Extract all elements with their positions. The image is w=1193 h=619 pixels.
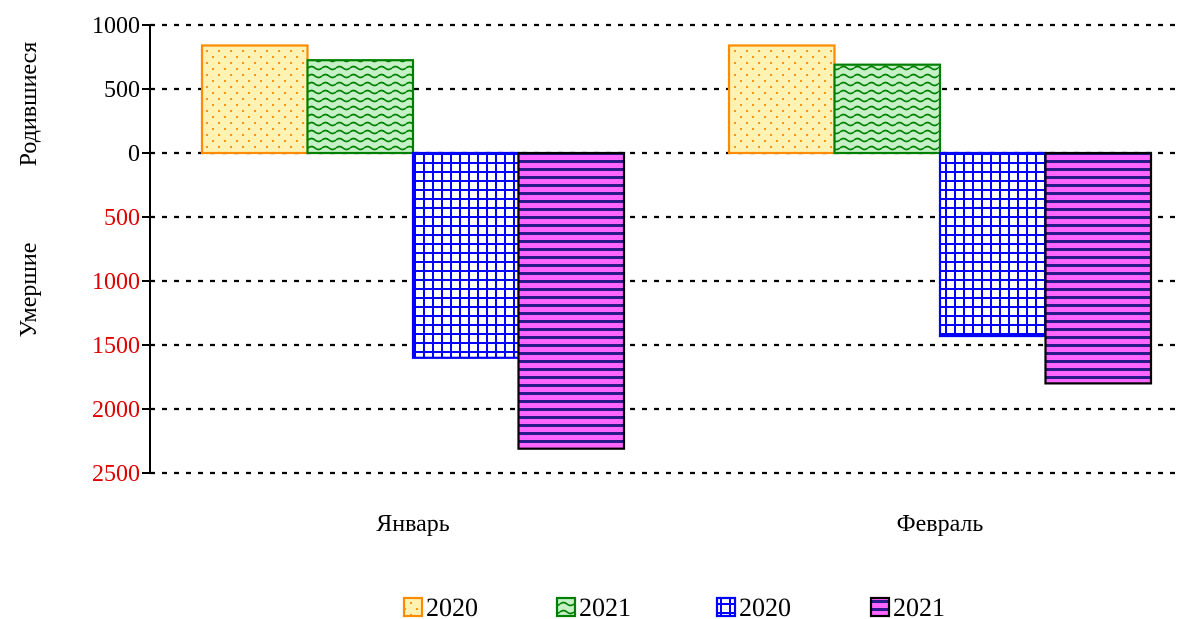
legend-label: 2020 bbox=[426, 593, 478, 619]
legend-label: 2021 bbox=[579, 593, 631, 619]
legend-swatch bbox=[869, 596, 891, 618]
legend-swatch bbox=[402, 596, 424, 618]
category-label: Февраль bbox=[897, 511, 984, 537]
bars bbox=[200, 44, 1153, 450]
legend-swatch bbox=[555, 596, 577, 618]
y-tick-label: 1500 bbox=[92, 333, 140, 359]
category-labels: Январь Февраль bbox=[376, 511, 983, 537]
y-tick-label: 2500 bbox=[92, 461, 140, 487]
y-axis-title-upper: Родившиеся bbox=[16, 42, 42, 167]
y-tick-label: 2000 bbox=[92, 397, 140, 423]
bar-deaths-2020-feb bbox=[938, 151, 1047, 338]
y-tick-label: 1000 bbox=[92, 13, 140, 39]
bar-deaths-2020-jan bbox=[411, 151, 520, 359]
y-tick-labels: 1000 500 0 500 1000 1500 2000 2500 bbox=[92, 13, 140, 487]
bar-births-2020-feb bbox=[727, 44, 836, 155]
legend-swatch bbox=[715, 596, 737, 618]
bar-births-2021-jan bbox=[306, 59, 415, 155]
y-tick-label: 500 bbox=[104, 205, 140, 231]
y-tick-label: 0 bbox=[128, 141, 140, 167]
bar-deaths-2021-jan bbox=[517, 151, 626, 450]
category-label: Январь bbox=[376, 511, 450, 537]
bar-births-2020-jan bbox=[200, 44, 309, 155]
y-tick-label: 1000 bbox=[92, 269, 140, 295]
legend-label: 2020 bbox=[739, 593, 791, 619]
y-tick-label: 500 bbox=[104, 77, 140, 103]
legend-label: 2021 bbox=[893, 593, 945, 619]
bar-deaths-2021-feb bbox=[1044, 151, 1153, 385]
legend: 2020 2021 2020 2021 bbox=[402, 593, 945, 619]
y-axis-title-lower: Умершие bbox=[16, 243, 42, 338]
bar-births-2021-feb bbox=[833, 63, 942, 155]
